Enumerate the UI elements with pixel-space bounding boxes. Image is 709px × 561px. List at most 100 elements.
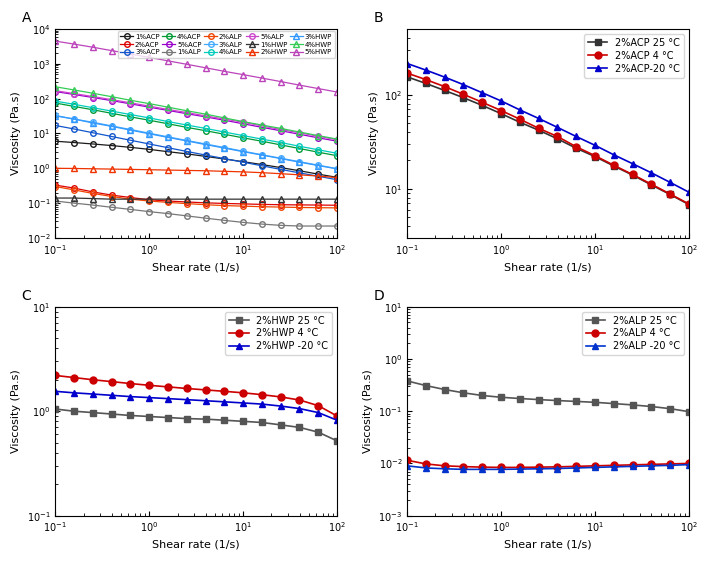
2%ALP 4 °C <box>666 461 674 467</box>
3%HWP <box>277 155 285 162</box>
Legend: 2%ACP 25 °C, 2%ACP 4 °C, 2%ACP-20 °C: 2%ACP 25 °C, 2%ACP 4 °C, 2%ACP-20 °C <box>584 34 684 77</box>
2%HWP 25 °C <box>239 418 247 425</box>
3%ACP <box>314 173 323 180</box>
3%ALP <box>164 134 172 140</box>
4%HWP <box>277 125 285 132</box>
2%ACP <box>126 194 135 201</box>
Line: 5%ACP: 5%ACP <box>52 89 340 144</box>
5%HWP <box>164 57 172 64</box>
5%ALP <box>69 90 78 97</box>
2%HWP 25 °C <box>277 421 285 428</box>
2%ACP 25 °C <box>459 94 468 101</box>
5%ACP <box>295 131 303 137</box>
2%HWP 25 °C <box>145 413 154 420</box>
2%ACP-20 °C <box>459 81 468 88</box>
Text: A: A <box>21 11 31 25</box>
Line: 2%ALP -20 °C: 2%ALP -20 °C <box>403 461 692 473</box>
2%ALP 25 °C <box>666 405 674 412</box>
2%ALP <box>108 193 116 200</box>
2%HWP -20 °C <box>314 409 323 416</box>
1%ALP <box>126 206 135 213</box>
2%ACP 25 °C <box>535 127 543 134</box>
2%ALP -20 °C <box>478 466 486 473</box>
5%HWP <box>220 68 228 75</box>
2%ALP 25 °C <box>591 399 599 406</box>
3%HWP <box>239 148 247 155</box>
3%ALP <box>89 119 97 126</box>
2%ALP -20 °C <box>403 462 411 469</box>
2%HWP 4 °C <box>89 376 97 383</box>
2%ACP-20 °C <box>572 133 581 140</box>
2%ALP <box>69 186 78 193</box>
5%ALP <box>164 106 172 113</box>
2%ACP-20 °C <box>403 60 411 67</box>
2%ALP 4 °C <box>591 462 599 469</box>
3%ACP <box>239 159 247 165</box>
2%HWP 25 °C <box>164 414 172 421</box>
5%ACP <box>108 97 116 104</box>
1%HWP <box>295 196 303 203</box>
2%HWP -20 °C <box>51 388 60 395</box>
2%ACP <box>164 197 172 204</box>
2%ACP-20 °C <box>515 107 524 113</box>
2%HWP <box>257 169 266 176</box>
5%ACP <box>126 100 135 107</box>
Text: C: C <box>21 288 31 302</box>
2%ALP -20 °C <box>459 466 468 473</box>
2%ALP 25 °C <box>572 398 581 405</box>
X-axis label: Shear rate (1/s): Shear rate (1/s) <box>152 262 240 272</box>
4%HWP <box>126 97 135 104</box>
4%ACP <box>126 113 135 120</box>
3%ALP <box>314 162 323 168</box>
4%HWP <box>295 128 303 135</box>
5%ALP <box>145 103 154 109</box>
1%ALP <box>164 210 172 217</box>
2%ALP 25 °C <box>497 394 506 401</box>
2%ALP 25 °C <box>515 395 524 402</box>
1%ACP <box>183 150 191 157</box>
1%ACP <box>201 153 210 160</box>
2%ACP <box>257 201 266 208</box>
2%ACP 4 °C <box>478 99 486 105</box>
3%HWP <box>295 159 303 165</box>
4%ACP <box>239 135 247 141</box>
2%ACP <box>69 185 78 191</box>
2%ACP <box>108 192 116 199</box>
2%ACP 25 °C <box>478 102 486 109</box>
2%ALP <box>295 204 303 211</box>
2%ALP 25 °C <box>685 408 693 415</box>
1%ALP <box>257 220 266 227</box>
2%ACP 4 °C <box>497 107 506 114</box>
3%ACP <box>257 163 266 169</box>
3%ACP <box>333 176 341 183</box>
1%ALP <box>69 200 78 206</box>
5%ACP <box>69 91 78 98</box>
Y-axis label: Viscosity (Pa.s): Viscosity (Pa.s) <box>11 369 21 453</box>
2%HWP <box>239 168 247 175</box>
2%ALP 4 °C <box>440 462 449 469</box>
4%ACP <box>201 127 210 134</box>
Line: 3%ACP: 3%ACP <box>52 123 340 182</box>
2%ALP 25 °C <box>553 397 562 404</box>
2%ACP 25 °C <box>440 87 449 94</box>
3%ALP <box>126 126 135 133</box>
Legend: 2%HWP 25 °C, 2%HWP 4 °C, 2%HWP -20 °C: 2%HWP 25 °C, 2%HWP 4 °C, 2%HWP -20 °C <box>225 311 333 355</box>
2%ACP-20 °C <box>422 67 430 73</box>
2%ALP <box>145 197 154 204</box>
2%ACP <box>220 200 228 207</box>
5%HWP <box>126 50 135 57</box>
2%ACP <box>277 201 285 208</box>
2%HWP <box>220 168 228 174</box>
2%HWP 25 °C <box>51 406 60 412</box>
5%HWP <box>257 75 266 81</box>
1%HWP <box>277 196 285 203</box>
2%HWP 4 °C <box>277 394 285 401</box>
4%ACP <box>333 153 341 159</box>
5%HWP <box>314 85 323 92</box>
3%ACP <box>220 155 228 162</box>
2%ALP <box>314 204 323 211</box>
5%ACP <box>183 111 191 117</box>
2%HWP -20 °C <box>239 399 247 406</box>
2%ALP -20 °C <box>685 461 693 468</box>
4%ACP <box>145 117 154 123</box>
